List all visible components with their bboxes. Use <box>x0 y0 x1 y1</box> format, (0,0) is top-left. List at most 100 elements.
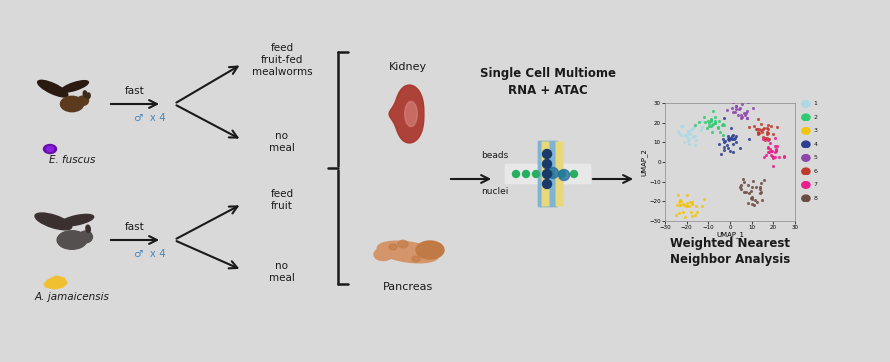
Point <box>748 126 763 132</box>
Point <box>763 140 777 146</box>
Point <box>706 121 720 127</box>
Point <box>768 135 782 141</box>
Point <box>744 195 758 201</box>
Text: beads: beads <box>481 152 508 160</box>
Point <box>687 122 701 128</box>
Point <box>749 126 764 131</box>
Polygon shape <box>405 101 417 127</box>
Point <box>765 123 779 129</box>
Point <box>681 138 695 144</box>
Point <box>684 209 698 214</box>
Point <box>708 120 723 126</box>
Point <box>685 199 700 205</box>
Point <box>751 126 765 131</box>
Text: feed
fruit: feed fruit <box>271 189 294 211</box>
Point <box>773 155 787 160</box>
Point <box>712 141 726 147</box>
Point <box>676 123 690 129</box>
Point <box>713 129 727 135</box>
Point <box>729 139 743 145</box>
Point <box>761 122 775 128</box>
Point <box>711 125 725 131</box>
Point <box>737 110 751 115</box>
Point <box>695 125 709 130</box>
Point <box>672 130 686 136</box>
Point <box>768 147 782 153</box>
Point <box>762 136 776 142</box>
Point <box>695 203 709 209</box>
Point <box>770 125 784 130</box>
FancyBboxPatch shape <box>555 142 563 206</box>
Point <box>752 130 766 136</box>
Circle shape <box>559 169 570 181</box>
Circle shape <box>802 141 810 148</box>
Point <box>680 203 694 209</box>
Point <box>702 123 716 129</box>
Point <box>769 146 783 152</box>
Point <box>732 106 746 112</box>
Point <box>727 136 741 142</box>
Circle shape <box>802 182 810 188</box>
Point <box>715 151 729 157</box>
Point <box>704 117 718 122</box>
Point <box>737 179 751 185</box>
Point <box>694 118 708 124</box>
Point <box>753 190 767 196</box>
Point <box>673 202 687 208</box>
Point <box>684 212 699 218</box>
Text: Pancreas: Pancreas <box>383 282 433 292</box>
Text: no
meal: no meal <box>269 131 295 153</box>
Circle shape <box>802 114 810 121</box>
Point <box>721 134 735 139</box>
Point <box>761 149 775 155</box>
Point <box>761 144 775 150</box>
Point <box>759 130 773 135</box>
Point <box>673 197 687 203</box>
Point <box>754 180 768 186</box>
Point <box>681 128 695 134</box>
Ellipse shape <box>87 93 90 98</box>
Point <box>729 103 743 109</box>
Ellipse shape <box>374 248 394 261</box>
Point <box>721 136 735 142</box>
Point <box>702 120 716 126</box>
Point <box>670 202 684 208</box>
Point <box>764 152 778 157</box>
Text: fast: fast <box>125 222 145 232</box>
Point <box>766 131 781 137</box>
Point <box>746 105 760 110</box>
Point <box>758 135 773 140</box>
Point <box>760 145 774 151</box>
Point <box>725 99 740 105</box>
Point <box>697 196 711 202</box>
Point <box>756 154 771 160</box>
Point <box>745 184 759 190</box>
FancyBboxPatch shape <box>538 141 558 207</box>
Point <box>670 129 684 134</box>
Point <box>733 105 748 111</box>
Point <box>689 137 703 143</box>
Ellipse shape <box>44 144 56 153</box>
Point <box>734 112 748 118</box>
Point <box>723 135 737 140</box>
Point <box>740 115 754 121</box>
Point <box>684 126 699 131</box>
Point <box>676 209 690 215</box>
Point <box>688 142 702 148</box>
Point <box>673 202 687 208</box>
Point <box>751 129 765 135</box>
Point <box>777 153 791 159</box>
Point <box>755 121 769 127</box>
Point <box>717 144 732 150</box>
Point <box>723 148 737 154</box>
Text: 6: 6 <box>813 169 817 174</box>
Circle shape <box>513 171 520 177</box>
Text: 5: 5 <box>813 155 817 160</box>
Circle shape <box>532 171 539 177</box>
Point <box>703 123 717 129</box>
Point <box>678 214 692 220</box>
Y-axis label: UMAP_2: UMAP_2 <box>641 148 648 176</box>
Text: no
meal: no meal <box>269 261 295 283</box>
Text: feed
fruit-fed
mealworms: feed fruit-fed mealworms <box>252 43 312 77</box>
Ellipse shape <box>422 242 430 248</box>
